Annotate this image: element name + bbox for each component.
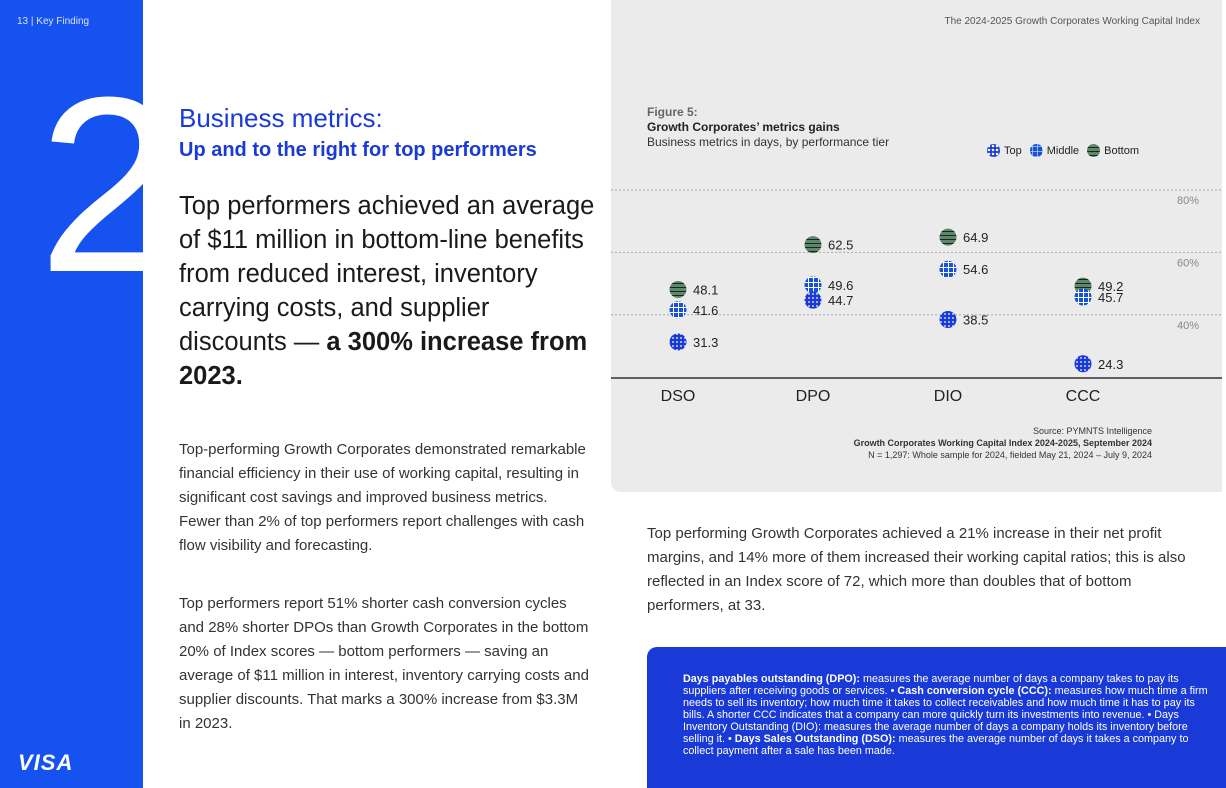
section-title: Business metrics: xyxy=(179,103,383,133)
data-label: 49.6 xyxy=(828,278,853,293)
x-tick-label: CCC xyxy=(1066,388,1101,405)
chart-legend: Top Middle Bottom xyxy=(987,144,1139,157)
point-middle xyxy=(939,260,957,278)
chart-subtitle: Business metrics in days, by performance… xyxy=(647,135,890,149)
definitions-box: Days payables outstanding (DPO): measure… xyxy=(647,647,1226,788)
def-term-dso: Days Sales Outstanding (DSO): xyxy=(734,733,896,745)
data-label: 41.6 xyxy=(693,303,718,318)
point-top xyxy=(804,291,822,309)
top-marker-icon xyxy=(987,144,1000,157)
data-label: 44.7 xyxy=(828,293,853,308)
data-label: 62.5 xyxy=(828,238,853,253)
def-term-ccc: Cash conversion cycle (CCC): xyxy=(897,685,1052,697)
def-text-ccc: measures how much time a firm needs to s… xyxy=(683,685,1208,745)
point-top xyxy=(939,310,957,328)
x-tick-label: DIO xyxy=(934,388,962,405)
figure-label: Figure 5: xyxy=(647,105,698,119)
sample-note: N = 1,297: Whole sample for 2024, fielde… xyxy=(868,450,1152,460)
lead-paragraph: Top performers achieved an average of $1… xyxy=(179,189,599,393)
chart-title: Growth Corporates’ metrics gains xyxy=(647,120,840,134)
visa-logo: VISA xyxy=(18,750,74,775)
section-subtitle: Up and to the right for top performers xyxy=(179,139,537,161)
x-tick-label: DSO xyxy=(661,388,696,405)
page-number: 13 | Key Finding xyxy=(17,16,90,27)
scatter-chart: 80% 60% 40% DSO DPO DIO CCC 48.1 62.5 64.9 49.2 41.… xyxy=(611,189,1222,405)
data-label: 24.3 xyxy=(1098,357,1123,372)
figure-panel: The 2024-2025 Growth Corporates Working … xyxy=(611,0,1222,492)
data-label: 45.7 xyxy=(1098,290,1123,305)
data-label: 54.6 xyxy=(963,262,988,277)
point-middle xyxy=(804,276,822,294)
point-top xyxy=(669,333,687,351)
def-text-dso: measures the average number of days it t… xyxy=(683,733,1189,757)
source-title: Growth Corporates Working Capital Index … xyxy=(853,438,1152,448)
point-top xyxy=(1074,355,1092,373)
gridline-label: 40% xyxy=(1177,320,1199,332)
lead-text: Top performers achieved an average of $1… xyxy=(179,192,595,356)
data-label: 31.3 xyxy=(693,335,718,350)
legend-middle: Middle xyxy=(1029,144,1079,157)
def-term-dpo: Days payables outstanding (DPO): xyxy=(683,673,860,685)
section-number: 2 xyxy=(38,45,178,324)
document-title: The 2024-2025 Growth Corporates Working … xyxy=(944,16,1200,27)
point-middle xyxy=(669,301,687,319)
point-middle xyxy=(1074,288,1092,306)
data-label: 38.5 xyxy=(963,312,988,327)
body-paragraph-2: Top performers report 51% shorter cash c… xyxy=(179,595,589,732)
body-paragraph-1: Top-performing Growth Corporates demonst… xyxy=(179,441,586,554)
data-label: 49.2 xyxy=(1098,279,1123,294)
gridline-label: 80% xyxy=(1177,195,1199,207)
gridline-label: 60% xyxy=(1177,257,1199,269)
legend-top: Top xyxy=(987,144,1022,157)
point-bottom xyxy=(939,228,957,246)
x-tick-label: DPO xyxy=(796,388,831,405)
data-label: 64.9 xyxy=(963,230,988,245)
figure-source: Source: PYMNTS Intelligence Growth Corpo… xyxy=(854,425,1152,461)
lead-bold: a 300% increase from 2023. xyxy=(179,328,588,390)
source-line: Source: PYMNTS Intelligence xyxy=(1032,426,1152,436)
def-text-dpo: measures the average number of days a co… xyxy=(683,673,1179,697)
data-label: 48.1 xyxy=(693,283,718,298)
legend-bottom: Bottom xyxy=(1087,144,1139,157)
bottom-marker-icon xyxy=(1087,144,1101,157)
point-bottom xyxy=(669,281,687,299)
middle-marker-icon xyxy=(1029,144,1043,157)
point-bottom xyxy=(804,236,822,254)
sidebar: 13 | Key Finding 2 VISA xyxy=(0,0,177,788)
figure-heading: Figure 5: Growth Corporates’ metrics gai… xyxy=(647,105,889,150)
body-paragraph-3: Top performing Growth Corporates achieve… xyxy=(647,525,1186,614)
